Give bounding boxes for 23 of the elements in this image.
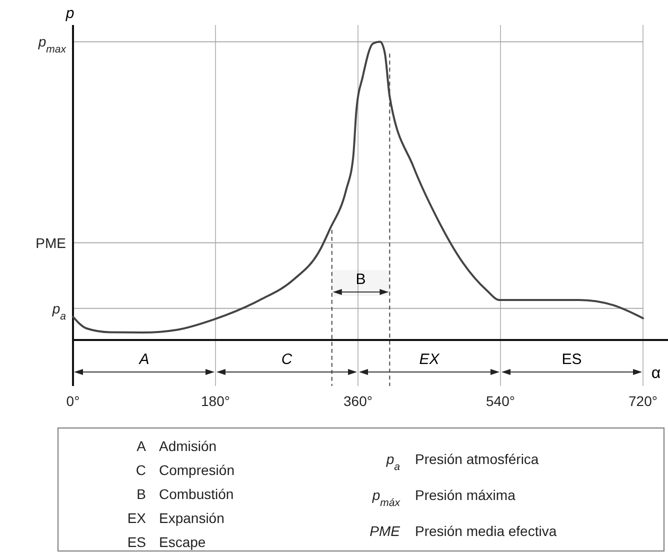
x-tick-label: 0° [66,393,80,409]
text: EX Expansión [127,510,224,526]
ref-line-label: PME [36,234,66,251]
x-axis-title: α [651,365,661,382]
y-axis-title: p [64,5,74,22]
text: A Admisión [136,438,217,454]
text: B Combustión [136,486,234,502]
text: C Compresión [136,462,234,478]
text: ES Escape [127,534,206,550]
text: C [281,351,292,368]
text: p$_{máx}$ Presión máxima [372,487,516,509]
text: PME Presión media efectiva [370,523,557,539]
x-tick-label: 360° [344,393,372,409]
x-tick-label: 540° [486,393,515,409]
band-label: B [356,271,366,288]
text: A [138,351,150,368]
text: p$_{a}$ Presión atmosférica [386,451,539,473]
x-tick-label: 720° [628,393,658,409]
text: EX [419,351,440,368]
x-tick-label: 180° [201,393,230,409]
text: ES [562,351,582,368]
ref-line-label: p$_{a}$ [51,300,66,322]
ref-line-label: p$_{max}$ [37,34,67,56]
